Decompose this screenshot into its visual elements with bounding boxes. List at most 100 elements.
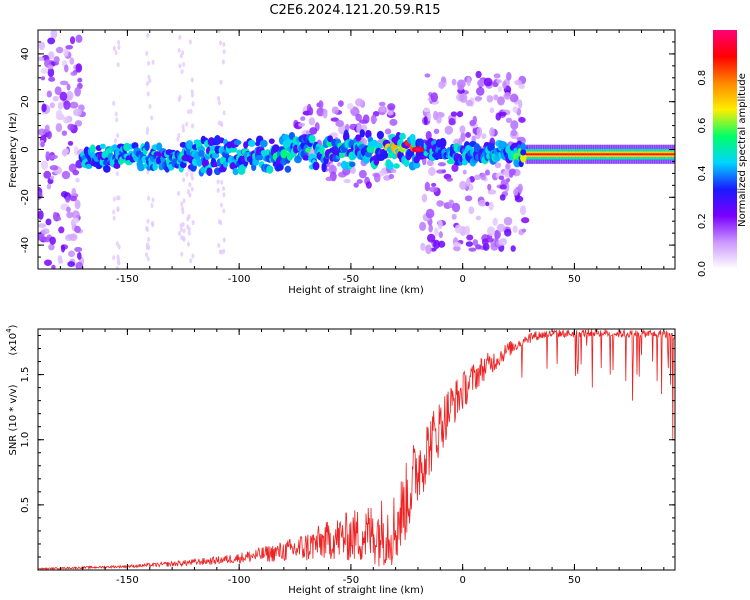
speckle-point [38,223,47,228]
speckle-point [322,108,328,119]
speckle-point [112,209,116,215]
speckle-point [216,179,220,185]
speckle-point [187,241,191,247]
ridge-core [541,153,544,156]
speckle-point [65,90,74,101]
speckle-point [114,50,118,56]
speckle-point [358,119,368,124]
speckle-point [459,180,467,190]
speckle-point [446,177,453,182]
speckle-point [423,116,428,125]
colorbar-tick-label: 0.8 [697,70,708,86]
speckle-point [513,188,519,196]
speckle-point [50,30,58,39]
speckle-point [503,91,511,100]
speckle-point [63,116,71,124]
ridge-blob [321,162,327,173]
colorbar-label: Normalized spectral amplitude [737,73,748,227]
y-tick-label: 0.5 [20,497,31,513]
ridge-blob [201,158,209,168]
spectrogram-panel: -150 -100 -50 0 50 -40 -20 0 20 40 Height of stra… [8,29,676,296]
speckle-point [298,122,306,127]
ridge-core [646,153,650,156]
speckle-point [487,183,492,191]
speckle-point [181,123,185,129]
speckle-point [187,226,191,232]
speckle-point [474,96,482,102]
speckle-point [464,195,473,202]
speckle-point [388,173,395,180]
speckle-point [316,107,325,117]
speckle-point [64,64,69,73]
speckle-point [220,179,224,185]
ridge-core [602,153,605,156]
speckle-point [489,127,495,137]
speckle-point [437,162,447,167]
ridge-core [603,153,607,156]
speckle-point [466,76,471,87]
speckle-point [496,79,502,84]
speckle-point [188,182,192,188]
speckle-point [147,60,151,66]
speckle-point [492,217,498,226]
speckle-point [45,151,50,157]
ridge-core [568,153,571,156]
ridge-core [535,153,539,156]
snr-multiplier-base: (x10 [8,333,19,356]
speckle-point [498,238,508,246]
ridge-blob [152,162,158,171]
snr-frame [37,328,676,571]
ridge-core [670,153,673,156]
speckle-point [300,116,306,121]
ridge-core [546,153,550,156]
x-tick-label: -50 [343,575,359,586]
spectrogram-axes: -150 -100 -50 0 50 -40 -20 0 20 40 [20,29,675,285]
speckle-point [70,71,78,76]
spectrogram-x-label: Height of straight line (km) [288,285,424,296]
speckle-point [145,252,149,258]
ridge-core [657,153,661,156]
speckle-point [220,249,224,255]
speckle-point [219,40,223,46]
speckle-point [146,218,150,224]
speckle-point [190,77,194,83]
speckle-point [423,108,431,113]
ridge-blob [266,165,274,174]
speckle-point [145,244,149,250]
speckle-point [47,37,56,45]
speckle-point [448,117,456,126]
ridge-core [589,153,593,156]
ridge-core [586,153,589,156]
speckle-point [61,148,68,157]
speckle-point [428,167,436,176]
ridge-core [659,153,662,156]
speckle-point [217,100,221,106]
ridge-blob [439,137,447,148]
ridge-blob [412,161,421,169]
speckle-point [73,217,80,224]
speckle-point [178,34,182,40]
speckle-point [40,76,46,81]
ridge-core [636,153,639,156]
speckle-point [437,219,443,230]
ridge-blob [196,158,203,167]
speckle-point [63,48,69,57]
spectrogram-y-label: Frequency (Hz) [8,112,19,188]
ridge-core [591,153,594,156]
speckle-point [219,220,223,226]
speckle-point [468,247,477,252]
speckle-point [44,259,52,266]
speckle-point [43,170,52,179]
snr-x-label: Height of straight line (km) [288,585,424,596]
speckle-point [66,83,71,91]
ridge-core [584,153,587,156]
speckle-point [505,117,513,124]
ridge-blob [387,161,394,171]
ridge-blob [213,135,222,146]
speckle-point [484,169,491,176]
ridge-core [539,153,543,156]
speckle-point [518,116,526,123]
speckle-point [51,154,58,159]
ridge-core [627,153,630,156]
ridge-core [566,153,569,156]
